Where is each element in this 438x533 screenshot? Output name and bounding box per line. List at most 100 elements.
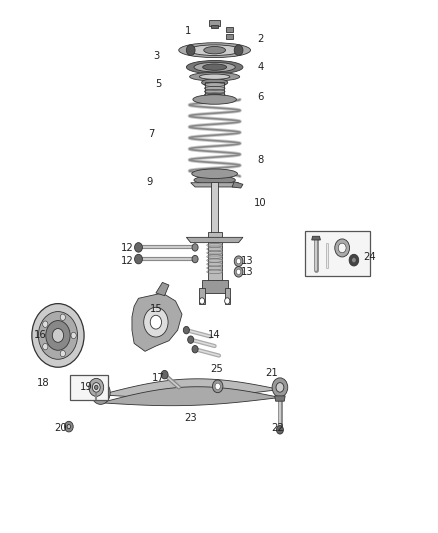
Circle shape xyxy=(199,298,205,304)
Circle shape xyxy=(60,314,65,320)
Ellipse shape xyxy=(179,43,251,58)
Circle shape xyxy=(71,332,76,338)
FancyBboxPatch shape xyxy=(305,231,370,276)
Bar xyxy=(225,288,230,304)
Bar xyxy=(199,288,205,304)
Polygon shape xyxy=(156,282,169,296)
Polygon shape xyxy=(101,379,280,398)
Text: 5: 5 xyxy=(155,78,161,88)
Polygon shape xyxy=(191,183,239,187)
Bar xyxy=(226,27,233,31)
Text: 22: 22 xyxy=(272,423,284,433)
Circle shape xyxy=(335,239,350,257)
Circle shape xyxy=(52,328,64,342)
Text: 4: 4 xyxy=(257,62,264,71)
Polygon shape xyxy=(312,236,321,240)
Bar xyxy=(226,34,233,38)
Ellipse shape xyxy=(199,74,230,79)
Polygon shape xyxy=(101,387,280,406)
Ellipse shape xyxy=(194,62,235,72)
Circle shape xyxy=(237,269,241,274)
Ellipse shape xyxy=(194,176,235,184)
Text: 18: 18 xyxy=(36,378,49,388)
Circle shape xyxy=(42,343,48,350)
Circle shape xyxy=(186,45,195,55)
Text: 16: 16 xyxy=(34,330,47,341)
Ellipse shape xyxy=(201,79,228,86)
Circle shape xyxy=(46,320,70,350)
Text: 2: 2 xyxy=(257,34,264,44)
Ellipse shape xyxy=(205,94,224,100)
Text: 13: 13 xyxy=(241,267,254,277)
Circle shape xyxy=(99,390,103,395)
Text: 1: 1 xyxy=(185,26,192,36)
Circle shape xyxy=(134,243,142,252)
Circle shape xyxy=(234,266,243,277)
Text: 19: 19 xyxy=(80,382,92,392)
Ellipse shape xyxy=(193,95,237,104)
Circle shape xyxy=(32,304,84,367)
Ellipse shape xyxy=(192,169,237,179)
Circle shape xyxy=(192,345,198,353)
Bar xyxy=(205,82,224,97)
Circle shape xyxy=(95,386,106,399)
Circle shape xyxy=(272,378,288,397)
Circle shape xyxy=(234,45,243,55)
Circle shape xyxy=(89,378,104,397)
Polygon shape xyxy=(132,293,182,351)
Circle shape xyxy=(39,312,78,359)
Bar xyxy=(208,232,222,282)
Text: 17: 17 xyxy=(152,373,164,383)
Circle shape xyxy=(150,316,162,329)
Circle shape xyxy=(184,326,189,334)
Circle shape xyxy=(192,255,198,263)
Ellipse shape xyxy=(190,72,240,81)
Text: 14: 14 xyxy=(208,330,221,341)
Circle shape xyxy=(60,350,65,357)
Polygon shape xyxy=(275,396,285,401)
Text: 3: 3 xyxy=(153,51,159,61)
Polygon shape xyxy=(186,237,243,243)
Circle shape xyxy=(134,254,142,264)
Circle shape xyxy=(338,243,346,253)
Circle shape xyxy=(67,424,71,429)
Text: 15: 15 xyxy=(149,304,162,314)
Text: 13: 13 xyxy=(241,256,254,266)
Circle shape xyxy=(144,308,168,337)
Circle shape xyxy=(91,381,110,405)
Ellipse shape xyxy=(203,64,226,70)
Text: 8: 8 xyxy=(257,156,264,165)
Circle shape xyxy=(349,254,359,266)
Circle shape xyxy=(192,244,198,251)
FancyBboxPatch shape xyxy=(70,375,109,400)
Circle shape xyxy=(95,385,98,390)
Bar xyxy=(201,280,228,293)
Bar xyxy=(209,20,220,26)
Bar xyxy=(211,25,218,28)
Text: 23: 23 xyxy=(184,413,197,423)
Text: 12: 12 xyxy=(121,243,134,253)
Circle shape xyxy=(225,298,230,304)
Circle shape xyxy=(64,421,73,432)
Circle shape xyxy=(234,256,243,266)
Text: 7: 7 xyxy=(148,129,155,139)
Text: 20: 20 xyxy=(54,423,67,433)
Text: 9: 9 xyxy=(146,176,152,187)
Ellipse shape xyxy=(186,61,243,74)
Circle shape xyxy=(187,336,194,343)
Circle shape xyxy=(237,259,241,264)
Circle shape xyxy=(161,370,168,379)
Text: 21: 21 xyxy=(265,368,278,377)
Text: 24: 24 xyxy=(363,252,375,262)
Circle shape xyxy=(42,321,48,327)
Circle shape xyxy=(352,257,356,263)
Circle shape xyxy=(276,425,283,434)
Circle shape xyxy=(212,380,223,393)
Circle shape xyxy=(276,383,284,392)
Ellipse shape xyxy=(188,45,241,55)
Circle shape xyxy=(92,383,100,392)
Bar xyxy=(211,182,218,235)
Ellipse shape xyxy=(204,46,226,54)
Text: 6: 6 xyxy=(257,92,264,102)
Text: 10: 10 xyxy=(254,198,267,208)
